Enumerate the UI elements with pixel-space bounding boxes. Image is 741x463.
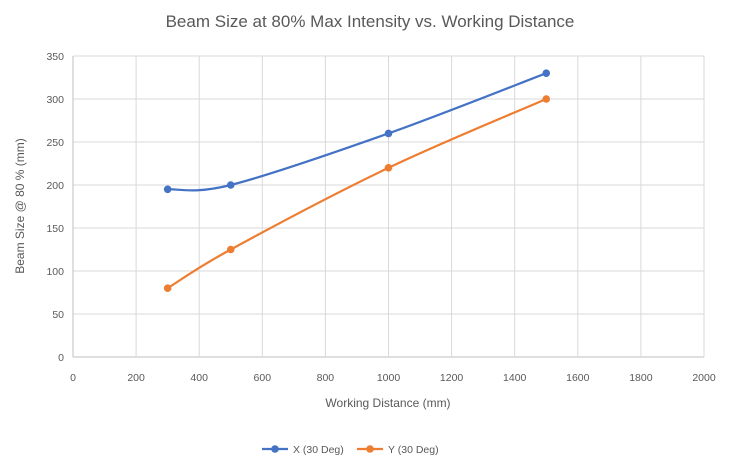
y-tick-label: 0 [58, 352, 64, 364]
legend-marker-x-30-deg [271, 445, 279, 453]
x-tick-label: 1400 [503, 372, 527, 384]
y-tick-label: 50 [52, 309, 64, 321]
series-line-x-30-deg [167, 72, 547, 192]
legend: X (30 Deg) Y (30 Deg) [262, 444, 439, 456]
legend-label-x-30-deg: X (30 Deg) [293, 444, 344, 456]
axes: 0 50 100 150 200 250 300 350 0 200 400 600 800 1000 12… [46, 51, 715, 384]
legend-label-y-30-deg: Y (30 Deg) [388, 444, 439, 456]
x-tick-label: 200 [127, 372, 145, 384]
x-tick-label: 600 [254, 372, 272, 384]
y-tick-label: 100 [46, 266, 64, 278]
data-point-x-30-deg [384, 129, 393, 138]
data-point-x-30-deg [226, 181, 235, 189]
x-axis-label: Working Distance (mm) [325, 396, 450, 410]
y-axis-label: Beam Size @ 80 % (mm) [13, 138, 27, 274]
x-tick-label: 1800 [629, 372, 653, 384]
data-point-x-30-deg [542, 69, 551, 77]
data-point-y-30-deg [542, 95, 551, 103]
x-tick-label: 1000 [377, 372, 401, 384]
legend-marker-y-30-deg [366, 445, 374, 453]
y-tick-label: 350 [46, 51, 64, 63]
x-tick-label: 1600 [566, 372, 590, 384]
data-point-x-30-deg [163, 185, 172, 194]
x-tick-label: 400 [190, 372, 208, 384]
y-tick-label: 200 [46, 180, 64, 192]
x-tick-label: 2000 [692, 372, 716, 384]
x-tick-label: 1200 [440, 372, 464, 384]
y-tick-label: 150 [46, 223, 64, 235]
y-tick-label: 250 [46, 137, 64, 149]
chart-title: Beam Size at 80% Max Intensity vs. Worki… [166, 12, 575, 31]
series-layer [163, 69, 551, 293]
x-tick-label: 800 [317, 372, 335, 384]
data-point-y-30-deg [163, 284, 172, 293]
y-tick-label: 300 [46, 94, 64, 106]
data-point-y-30-deg [226, 245, 235, 254]
data-point-y-30-deg [384, 164, 393, 172]
series-line-y-30-deg [167, 97, 547, 290]
x-tick-label: 0 [70, 372, 76, 384]
grid [72, 55, 705, 358]
